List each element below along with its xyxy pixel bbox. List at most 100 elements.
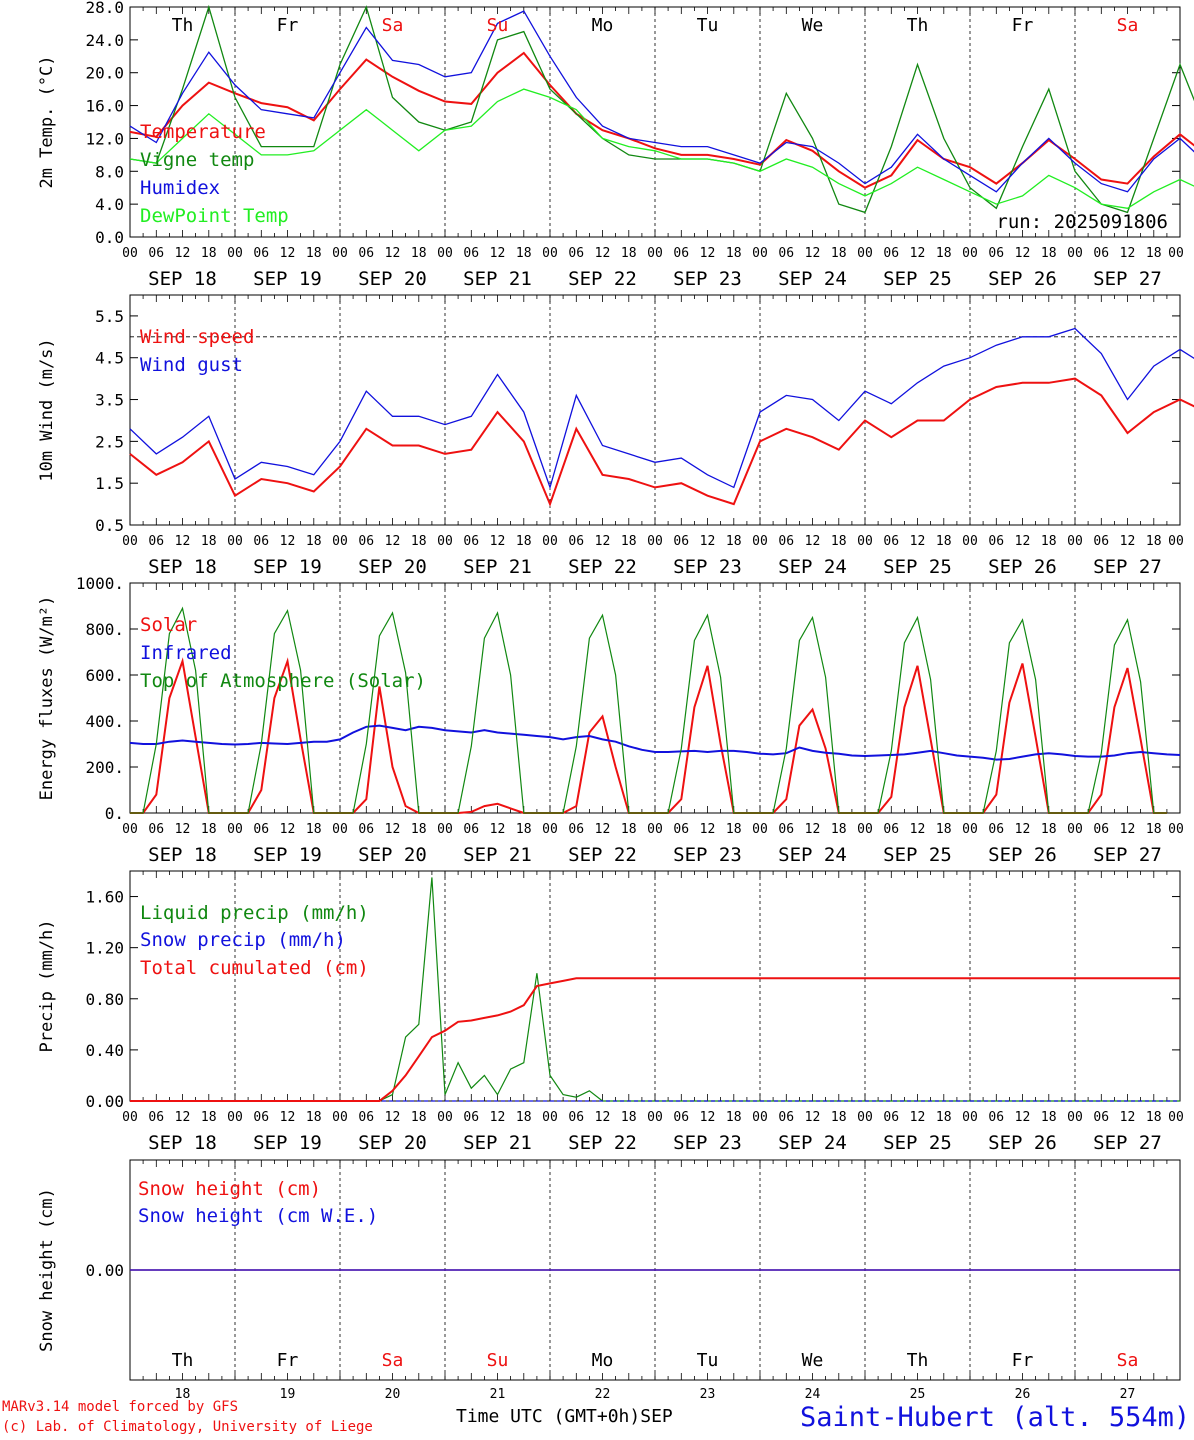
- hour-tick-label: 12: [385, 1110, 401, 1125]
- hour-tick-label: 18: [621, 1110, 637, 1125]
- hour-tick-label: 12: [1015, 246, 1031, 261]
- hour-tick-label: 12: [1015, 822, 1031, 837]
- legend-entry: Wind gust: [140, 354, 243, 376]
- hour-tick-label: 18: [1041, 1110, 1057, 1125]
- hour-tick-label: 18: [201, 1110, 217, 1125]
- hour-tick-label: 06: [1093, 534, 1109, 549]
- date-label: SEP 27: [1093, 844, 1162, 866]
- date-label: SEP 26: [988, 1132, 1057, 1154]
- hour-tick-label: 00: [122, 246, 138, 261]
- hour-tick-label: 18: [1041, 822, 1057, 837]
- hour-tick-label: 06: [253, 534, 269, 549]
- y-tick-label: 600.: [85, 666, 124, 685]
- hour-tick-label: 06: [883, 1110, 899, 1125]
- hour-tick-label: 06: [883, 534, 899, 549]
- hour-tick-label: 18: [1041, 534, 1057, 549]
- series-wind-speed: [129, 377, 1194, 507]
- hour-tick-label: 18: [726, 822, 742, 837]
- hour-tick-label: 06: [1093, 1110, 1109, 1125]
- series-total-cumulated-cm-: [130, 977, 1180, 1102]
- day-of-week-label: Sa: [1117, 15, 1139, 36]
- day-of-week-label: Sa: [1117, 1350, 1139, 1371]
- day-number-label: 22: [595, 1387, 611, 1402]
- hour-tick-label: 18: [726, 246, 742, 261]
- y-tick-label: 800.: [85, 620, 124, 639]
- day-of-week-label: Fr: [277, 1350, 299, 1371]
- y-tick-label: 4.5: [95, 349, 124, 368]
- day-of-week-label: Mo: [592, 15, 614, 36]
- series-dewpoint-temp: [129, 88, 1194, 209]
- day-of-week-label: Tu: [697, 1350, 719, 1371]
- hour-tick-label: 18: [411, 246, 427, 261]
- date-label: SEP 19: [253, 268, 322, 290]
- day-of-week-label: Th: [172, 15, 194, 36]
- y-axis-label: Precip (mm/h): [37, 919, 57, 1052]
- date-label: SEP 25: [883, 556, 952, 578]
- hour-tick-label: 00: [647, 246, 663, 261]
- hour-tick-label: 06: [253, 822, 269, 837]
- date-label: SEP 25: [883, 1132, 952, 1154]
- day-number-label: 24: [805, 1387, 821, 1402]
- hour-tick-label: 18: [1146, 1110, 1162, 1125]
- station-title: Saint-Hubert (alt. 554m): [800, 1402, 1191, 1433]
- date-label: SEP 20: [358, 1132, 427, 1154]
- date-label: SEP 20: [358, 556, 427, 578]
- hour-tick-label: 00: [1168, 1110, 1184, 1125]
- x-minor-ticks: [129, 1160, 1181, 1380]
- hour-tick-label: 12: [700, 534, 716, 549]
- hour-tick-label: 00: [332, 534, 348, 549]
- hour-tick-label: 00: [542, 822, 558, 837]
- legend-entry: Vigne temp: [140, 149, 254, 171]
- day-number-label: 25: [910, 1387, 926, 1402]
- hour-tick-label: 00: [437, 246, 453, 261]
- hour-tick-label: 18: [201, 534, 217, 549]
- hour-tick-label: 12: [490, 1110, 506, 1125]
- hour-tick-label: 06: [673, 246, 689, 261]
- date-label: SEP 22: [568, 1132, 637, 1154]
- y-tick-label: 0.5: [95, 516, 124, 535]
- hour-tick-label: 12: [280, 246, 296, 261]
- hour-tick-label: 00: [857, 246, 873, 261]
- date-label: SEP 21: [463, 268, 532, 290]
- hour-tick-label: 12: [595, 1110, 611, 1125]
- hour-tick-label: 00: [227, 1110, 243, 1125]
- hour-tick-label: 00: [227, 246, 243, 261]
- hour-tick-label: 06: [673, 822, 689, 837]
- day-of-week-label: We: [802, 1350, 824, 1371]
- hour-tick-label: 00: [437, 1110, 453, 1125]
- series-temperature: [129, 51, 1194, 189]
- hour-tick-label: 12: [175, 1110, 191, 1125]
- hour-tick-label: 06: [778, 534, 794, 549]
- hour-tick-label: 18: [831, 1110, 847, 1125]
- hour-tick-label: 18: [726, 534, 742, 549]
- series-top-of-atmosphere-solar-: [130, 606, 1167, 814]
- date-label: SEP 20: [358, 844, 427, 866]
- hour-tick-label: 18: [201, 822, 217, 837]
- hour-tick-label: 06: [358, 246, 374, 261]
- day-of-week-label: We: [802, 15, 824, 36]
- hour-tick-label: 12: [175, 246, 191, 261]
- hour-tick-label: 00: [857, 1110, 873, 1125]
- y-tick-label: 0.00: [85, 1092, 124, 1111]
- legend-entry: Wind speed: [140, 326, 254, 348]
- y-tick-label: 12.0: [85, 129, 124, 148]
- hour-tick-label: 00: [437, 822, 453, 837]
- hour-tick-label: 18: [621, 822, 637, 837]
- hour-tick-label: 18: [516, 822, 532, 837]
- x-minor-ticks: [129, 7, 1181, 237]
- hour-tick-label: 12: [175, 534, 191, 549]
- hour-tick-label: 12: [910, 246, 926, 261]
- hour-tick-label: 12: [490, 822, 506, 837]
- hour-tick-label: 06: [673, 1110, 689, 1125]
- hour-tick-label: 00: [962, 534, 978, 549]
- y-tick-label: 0.: [105, 804, 124, 823]
- date-label: SEP 24: [778, 556, 847, 578]
- x-axis-title: Time UTC (GMT+0h): [456, 1406, 641, 1427]
- hour-tick-label: 00: [122, 1110, 138, 1125]
- y-tick-label: 16.0: [85, 97, 124, 116]
- day-of-week-label: Th: [907, 1350, 929, 1371]
- hour-tick-label: 12: [490, 246, 506, 261]
- hour-tick-label: 12: [280, 1110, 296, 1125]
- hour-tick-label: 12: [595, 246, 611, 261]
- hour-tick-label: 12: [700, 822, 716, 837]
